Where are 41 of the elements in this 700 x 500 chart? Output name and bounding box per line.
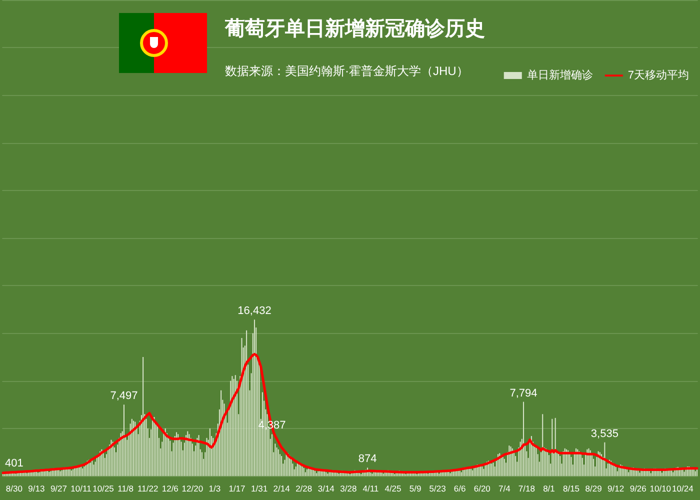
data-label: 16,432 (238, 305, 272, 318)
text: 数据来源：美国约翰斯·霍普金斯大学（JHU） (225, 64, 468, 78)
x-tick-label: 5/9 (409, 484, 422, 494)
x-tick-label: 8/15 (562, 484, 580, 494)
x-tick-label: 10/11 (70, 484, 92, 494)
x-tick-label: 3/14 (318, 484, 335, 494)
x-tick-label: 11/8 (118, 484, 134, 494)
x-tick-label: 8/30 (6, 484, 23, 494)
data-label: 3,535 (590, 428, 618, 440)
x-tick-label: 7/4 (498, 484, 511, 494)
x-tick-label: 8/1 (543, 484, 556, 494)
x-tick-label: 5/23 (429, 484, 446, 494)
x-tick-label: 4/25 (384, 484, 402, 494)
data-label: 874 (358, 453, 377, 466)
x-tick-label: 8/29 (585, 484, 602, 494)
x-tick-label: 12/6 (162, 484, 179, 494)
x-tick-label: 9/27 (50, 484, 68, 494)
data-label: 7,794 (510, 387, 538, 400)
x-tick-label: 9/13 (28, 484, 45, 494)
x-tick-label: 1/31 (250, 484, 268, 494)
x-tick-label: 1/17 (228, 484, 246, 494)
data-label: 7,497 (110, 390, 138, 402)
x-tick-label: 4/11 (362, 484, 379, 494)
x-tick-label: 1/3 (208, 484, 221, 494)
x-tick-label: 10/10 (650, 484, 672, 494)
x-tick-label: 9/26 (630, 484, 647, 494)
x-tick-label: 3/28 (340, 484, 357, 494)
x-tick-label: 6/6 (454, 484, 466, 494)
x-tick-label: 9/12 (608, 484, 624, 494)
x-tick-label: 6/20 (474, 484, 491, 494)
x-tick-label: 10/25 (92, 484, 114, 494)
x-tick-label: 7/18 (518, 484, 536, 494)
x-tick-label: 2/14 (273, 484, 290, 494)
x-tick-label: 12/20 (182, 484, 204, 494)
x-tick-label: 2/28 (296, 484, 312, 494)
x-tick-label: 10/24 (672, 484, 694, 494)
text: 葡萄牙单日新增新冠确诊历史 (224, 17, 485, 40)
legend-label: 单日新增确诊 (526, 68, 593, 82)
data-label: 401 (4, 458, 24, 470)
legend-label: 7天移动平均 (628, 70, 690, 82)
x-tick-label: 11/22 (138, 484, 158, 494)
